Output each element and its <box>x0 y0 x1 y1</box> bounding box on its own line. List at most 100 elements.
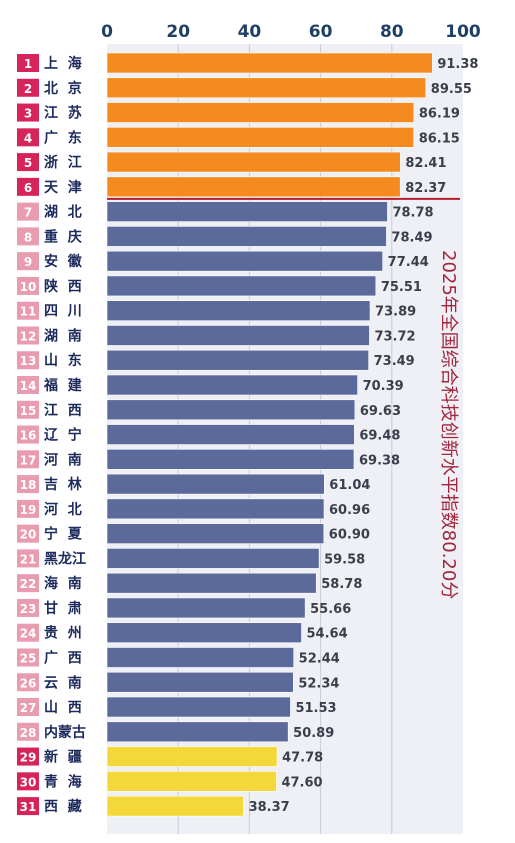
rank-badge <box>17 425 39 444</box>
bar <box>106 250 383 272</box>
bar <box>106 226 387 247</box>
x-tick-label: 20 <box>166 22 190 42</box>
province-label: 湖 南 <box>44 327 82 344</box>
value-label: 78.49 <box>391 230 432 245</box>
province-label: 西 藏 <box>44 798 82 815</box>
x-tick-label: 100 <box>445 22 481 42</box>
x-tick-label: 60 <box>309 22 333 42</box>
bar <box>106 52 433 74</box>
rank-number: 18 <box>20 478 37 492</box>
bar-row: 17 河 南 69.38 <box>17 449 400 470</box>
bar <box>106 473 325 495</box>
rank-badge <box>17 772 39 791</box>
rank-badge <box>17 376 39 395</box>
province-label: 河 南 <box>44 451 82 468</box>
bar <box>106 127 414 148</box>
province-label: 浙 江 <box>44 154 82 171</box>
province-label: 黑龙江 <box>44 550 86 567</box>
rank-badge <box>17 797 39 816</box>
province-label: 贵 州 <box>44 625 82 642</box>
rank-badge <box>17 574 39 593</box>
bar <box>106 622 302 644</box>
value-label: 86.19 <box>419 107 460 122</box>
rank-badge <box>17 648 39 667</box>
bar <box>106 721 289 743</box>
index-annotation: 2025年全国综合科技创新水平指数80.20分 <box>438 250 459 599</box>
province-label: 安 徽 <box>44 253 83 270</box>
province-label: 陕 西 <box>44 278 82 295</box>
rank-number: 31 <box>20 800 37 814</box>
province-label: 江 西 <box>44 402 82 419</box>
province-label: 广 西 <box>44 649 82 666</box>
bar-row: 20 宁 夏 60.90 <box>17 523 370 544</box>
bar <box>106 523 325 544</box>
rank-badge <box>17 326 39 345</box>
bar-row: 14 福 建 70.39 <box>17 374 404 396</box>
rank-number: 19 <box>20 503 37 517</box>
bar <box>106 399 356 421</box>
province-label: 湖 北 <box>44 205 82 221</box>
bar-row: 30 青 海 47.60 <box>17 771 323 792</box>
bar <box>106 201 388 222</box>
province-label: 天 津 <box>44 179 82 196</box>
province-label: 福 建 <box>43 377 82 394</box>
value-label: 47.78 <box>282 751 323 766</box>
rank-badge <box>17 202 39 221</box>
bar-row: 19 河 北 60.96 <box>17 498 370 520</box>
province-label: 甘 肃 <box>44 600 82 617</box>
province-label: 宁 夏 <box>44 526 83 543</box>
bar-row: 5 浙 江 82.41 <box>17 151 447 173</box>
bar-row: 15 江 西 69.63 <box>17 399 401 421</box>
province-label: 北 京 <box>44 80 82 97</box>
value-label: 82.37 <box>405 181 446 196</box>
rank-number: 20 <box>20 528 37 542</box>
value-label: 75.51 <box>381 280 422 295</box>
x-tick-label: 40 <box>238 22 262 42</box>
value-label: 69.38 <box>359 453 400 468</box>
bar-row: 27 山 西 51.53 <box>17 696 337 718</box>
x-tick-label: 0 <box>101 22 113 42</box>
x-tick-label: 80 <box>380 22 404 42</box>
rank-badge <box>17 673 39 692</box>
value-label: 60.90 <box>329 528 370 543</box>
value-label: 82.41 <box>405 156 446 171</box>
bar-row: 31 西 藏 38.37 <box>17 795 290 817</box>
rank-badge <box>17 450 39 469</box>
province-label: 青 海 <box>44 773 82 790</box>
rank-number: 4 <box>24 131 32 145</box>
rank-number: 30 <box>20 775 37 789</box>
rank-number: 12 <box>20 329 37 343</box>
rank-number: 25 <box>20 651 37 665</box>
bar <box>106 325 370 346</box>
bar-row: 2 北 京 89.55 <box>17 77 472 99</box>
bar-rows: 1 上 海 91.38 2 北 京 89.55 3 江 苏 86.19 4 广 东 86.15 5 浙 江… <box>17 52 478 817</box>
province-label: 四 川 <box>44 304 82 320</box>
bar <box>106 498 325 520</box>
bar-row: 12 湖 南 73.72 <box>17 325 416 346</box>
province-label: 海 南 <box>44 575 82 592</box>
bar <box>106 449 355 470</box>
value-label: 73.72 <box>374 329 415 344</box>
value-label: 55.66 <box>310 602 351 617</box>
rank-number: 21 <box>20 552 37 566</box>
value-label: 51.53 <box>295 701 336 716</box>
bar <box>106 597 306 619</box>
bar-row: 11 四 川 73.89 <box>17 300 416 322</box>
province-label: 山 东 <box>44 352 82 369</box>
bar <box>106 176 401 198</box>
bar <box>106 795 244 817</box>
bar <box>106 671 294 693</box>
bar <box>106 696 291 718</box>
province-label: 河 北 <box>44 501 82 518</box>
rank-badge <box>17 722 39 741</box>
value-label: 52.34 <box>298 676 339 691</box>
value-label: 60.96 <box>329 503 370 518</box>
bar <box>106 771 277 792</box>
bar-row: 6 天 津 82.37 <box>17 176 446 198</box>
rank-number: 26 <box>20 676 37 690</box>
bar-row: 26 云 南 52.34 <box>17 671 339 693</box>
rank-number: 3 <box>24 107 32 121</box>
bar <box>106 424 355 445</box>
province-label: 新 疆 <box>44 749 82 766</box>
bar <box>106 548 320 569</box>
